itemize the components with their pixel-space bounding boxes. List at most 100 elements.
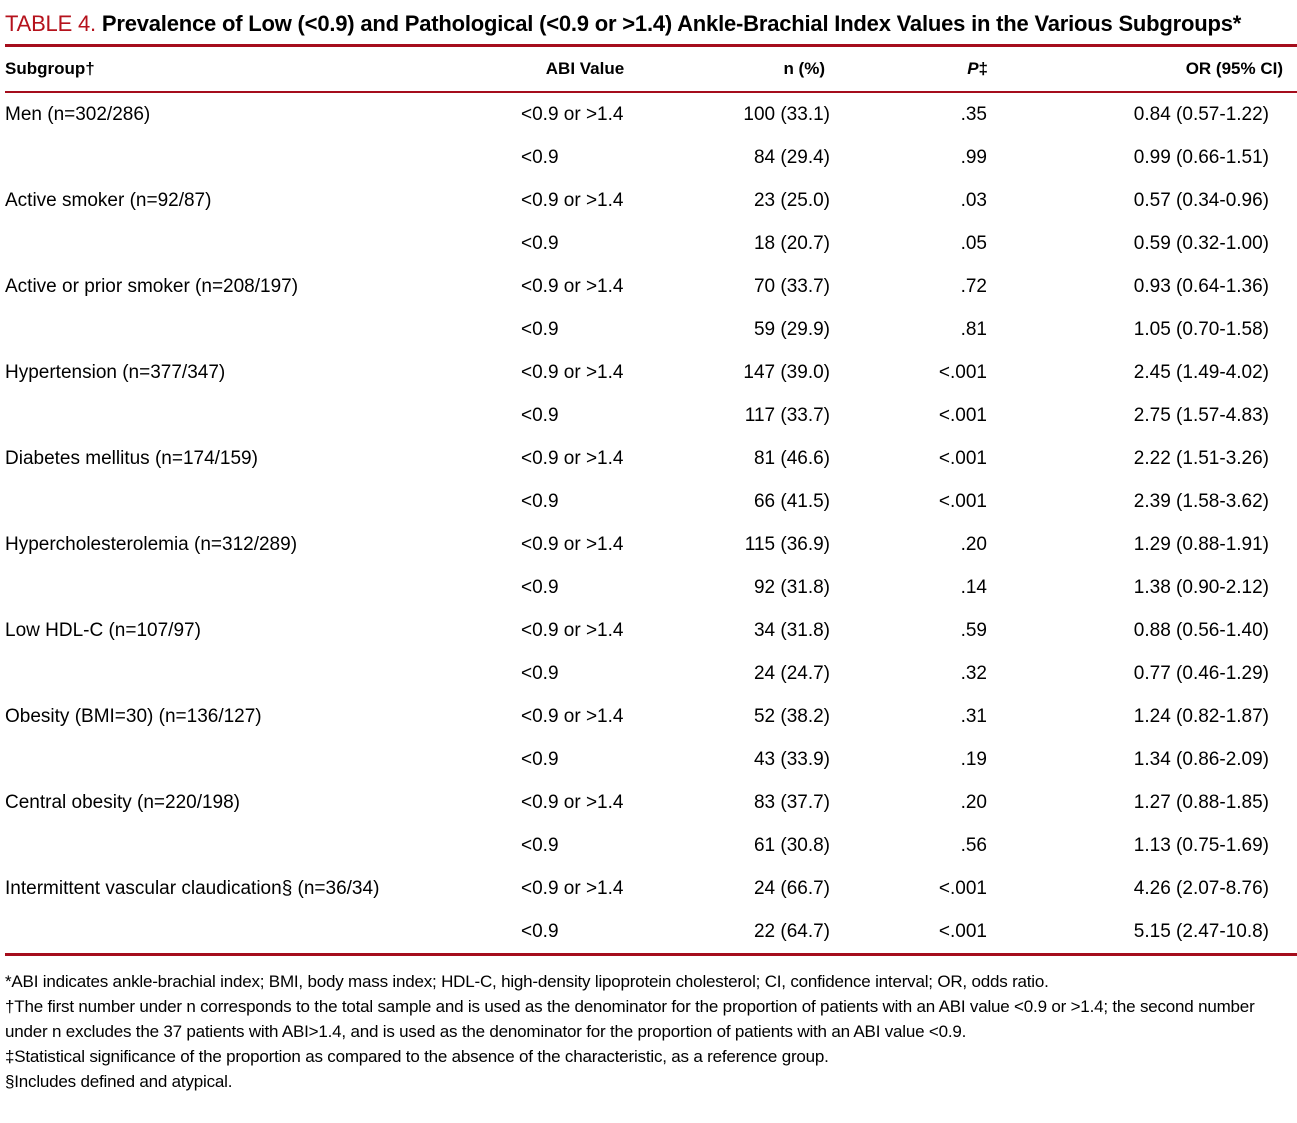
subgroup-cell: Intermittent vascular claudication§ (n=3… xyxy=(5,877,380,899)
subgroup-cell: Hypercholesterolemia (n=312/289) xyxy=(5,533,298,555)
or-ci-cell: 1.38 (0.90-2.12) xyxy=(1133,576,1269,598)
p-value-cell: .59 xyxy=(960,619,987,641)
abi-value-cell: <0.9 xyxy=(510,910,660,956)
table-row: <0.9 18 (20.7) .05 0.59 (0.32-1.00) xyxy=(5,222,1297,265)
p-value-cell: .35 xyxy=(960,103,987,125)
footnote-section: §Includes defined and atypical. xyxy=(5,1072,233,1091)
n-percent-cell: 22 (64.7) xyxy=(660,910,845,956)
header-or-ci: OR (95% CI) xyxy=(1000,44,1297,93)
table-row: Hypertension (n=377/347) <0.9 or >1.4 14… xyxy=(5,351,1297,394)
abi-prevalence-table: Subgroup† ABI Value n (%) P‡ OR (95% CI)… xyxy=(5,44,1297,956)
p-value-cell: <.001 xyxy=(938,877,987,899)
table-row: Diabetes mellitus (n=174/159) <0.9 or >1… xyxy=(5,437,1297,480)
n-percent-cell: 81 (46.6) xyxy=(753,447,830,469)
or-ci-cell: 2.75 (1.57-4.83) xyxy=(1133,404,1269,426)
subgroup-cell xyxy=(5,652,510,695)
p-value-cell: <.001 xyxy=(938,447,987,469)
n-percent-cell: 100 (33.1) xyxy=(743,103,830,125)
p-value-cell: <.001 xyxy=(938,490,987,512)
footnote-abbreviations: *ABI indicates ankle-brachial index; BMI… xyxy=(5,972,1049,991)
n-percent-cell: 23 (25.0) xyxy=(753,189,830,211)
p-value-cell: .31 xyxy=(960,705,987,727)
table-row: Men (n=302/286) <0.9 or >1.4 100 (33.1) … xyxy=(5,92,1297,136)
or-ci-cell: 4.26 (2.07-8.76) xyxy=(1133,877,1269,899)
subgroup-cell: Men (n=302/286) xyxy=(5,103,151,125)
n-percent-cell: 61 (30.8) xyxy=(753,834,830,856)
n-percent-cell: 43 (33.9) xyxy=(753,748,830,770)
subgroup-cell: Active or prior smoker (n=208/197) xyxy=(5,275,299,297)
p-value-cell: .32 xyxy=(960,662,987,684)
abi-value-cell: <0.9 or >1.4 xyxy=(521,189,624,211)
subgroup-cell xyxy=(5,480,510,523)
subgroup-cell: Active smoker (n=92/87) xyxy=(5,189,212,211)
p-footnote-mark: ‡ xyxy=(978,59,988,78)
n-percent-cell: 147 (39.0) xyxy=(743,361,830,383)
n-percent-cell: 70 (33.7) xyxy=(753,275,830,297)
n-percent-cell: 66 (41.5) xyxy=(753,490,830,512)
abi-value-cell: <0.9 or >1.4 xyxy=(521,361,624,383)
footnotes-block: *ABI indicates ankle-brachial index; BMI… xyxy=(5,969,1297,1094)
table-header: Subgroup† ABI Value n (%) P‡ OR (95% CI) xyxy=(5,44,1297,93)
subgroup-cell xyxy=(5,222,510,265)
table-title: TABLE 4. Prevalence of Low (<0.9) and Pa… xyxy=(5,4,1290,42)
abi-value-cell: <0.9 or >1.4 xyxy=(521,705,624,727)
n-percent-cell: 84 (29.4) xyxy=(753,146,830,168)
or-ci-cell: 0.88 (0.56-1.40) xyxy=(1133,619,1269,641)
subgroup-cell xyxy=(5,308,510,351)
or-ci-cell: 0.84 (0.57-1.22) xyxy=(1133,103,1269,125)
p-value-cell: .56 xyxy=(960,834,987,856)
n-percent-cell: 34 (31.8) xyxy=(753,619,830,641)
n-percent-cell: 59 (29.9) xyxy=(753,318,830,340)
or-ci-cell: 1.24 (0.82-1.87) xyxy=(1133,705,1269,727)
subgroup-cell xyxy=(5,910,510,956)
abi-value-cell: <0.9 xyxy=(521,834,559,856)
abi-value-cell: <0.9 or >1.4 xyxy=(521,619,624,641)
abi-value-cell: <0.9 or >1.4 xyxy=(521,791,624,813)
or-ci-cell: 0.93 (0.64-1.36) xyxy=(1133,275,1269,297)
or-ci-cell: 2.45 (1.49-4.02) xyxy=(1133,361,1269,383)
abi-value-cell: <0.9 xyxy=(521,404,559,426)
subgroup-cell: Obesity (BMI=30) (n=136/127) xyxy=(5,705,262,727)
table-row: <0.9 43 (33.9) .19 1.34 (0.86-2.09) xyxy=(5,738,1297,781)
table-row: <0.9 61 (30.8) .56 1.13 (0.75-1.69) xyxy=(5,824,1297,867)
p-value-cell: .19 xyxy=(960,748,987,770)
p-value-cell: .03 xyxy=(960,189,987,211)
or-ci-cell: 0.57 (0.34-0.96) xyxy=(1133,189,1269,211)
or-ci-cell: 1.05 (0.70-1.58) xyxy=(1133,318,1269,340)
abi-value-cell: <0.9 xyxy=(521,662,559,684)
subgroup-cell: Central obesity (n=220/198) xyxy=(5,791,241,813)
n-percent-cell: 83 (37.7) xyxy=(753,791,830,813)
header-abi-value: ABI Value xyxy=(510,44,660,93)
table-row: <0.9 92 (31.8) .14 1.38 (0.90-2.12) xyxy=(5,566,1297,609)
table-row: <0.9 22 (64.7) <.001 5.15 (2.47-10.8) xyxy=(5,910,1297,956)
abi-value-cell: <0.9 xyxy=(521,232,559,254)
p-value-cell: .20 xyxy=(960,791,987,813)
n-percent-cell: 115 (36.9) xyxy=(744,533,830,555)
table-row: <0.9 84 (29.4) .99 0.99 (0.66-1.51) xyxy=(5,136,1297,179)
abi-value-cell: <0.9 xyxy=(521,576,559,598)
or-ci-cell: 2.39 (1.58-3.62) xyxy=(1133,490,1269,512)
subgroup-cell: Hypertension (n=377/347) xyxy=(5,361,226,383)
or-ci-cell: 1.34 (0.86-2.09) xyxy=(1133,748,1269,770)
p-value-cell: .05 xyxy=(960,232,987,254)
subgroup-cell xyxy=(5,566,510,609)
n-percent-cell: 24 (24.7) xyxy=(753,662,830,684)
table-row: <0.9 117 (33.7) <.001 2.75 (1.57-4.83) xyxy=(5,394,1297,437)
subgroup-cell xyxy=(5,136,510,179)
table-body: Men (n=302/286) <0.9 or >1.4 100 (33.1) … xyxy=(5,92,1297,956)
header-row: Subgroup† ABI Value n (%) P‡ OR (95% CI) xyxy=(5,44,1297,93)
header-n-percent: n (%) xyxy=(660,44,845,93)
abi-value-cell: <0.9 xyxy=(521,318,559,340)
abi-value-cell: <0.9 xyxy=(521,748,559,770)
p-value-cell: <.001 xyxy=(938,361,987,383)
n-percent-cell: 92 (31.8) xyxy=(753,576,830,598)
or-ci-cell: 0.99 (0.66-1.51) xyxy=(1133,146,1269,168)
or-ci-cell: 5.15 (2.47-10.8) xyxy=(1000,910,1297,956)
table-row: <0.9 59 (29.9) .81 1.05 (0.70-1.58) xyxy=(5,308,1297,351)
table-row: Obesity (BMI=30) (n=136/127) <0.9 or >1.… xyxy=(5,695,1297,738)
n-percent-cell: 18 (20.7) xyxy=(753,232,830,254)
or-ci-cell: 1.27 (0.88-1.85) xyxy=(1133,791,1269,813)
p-value-cell: .14 xyxy=(960,576,987,598)
table-row: Hypercholesterolemia (n=312/289) <0.9 or… xyxy=(5,523,1297,566)
